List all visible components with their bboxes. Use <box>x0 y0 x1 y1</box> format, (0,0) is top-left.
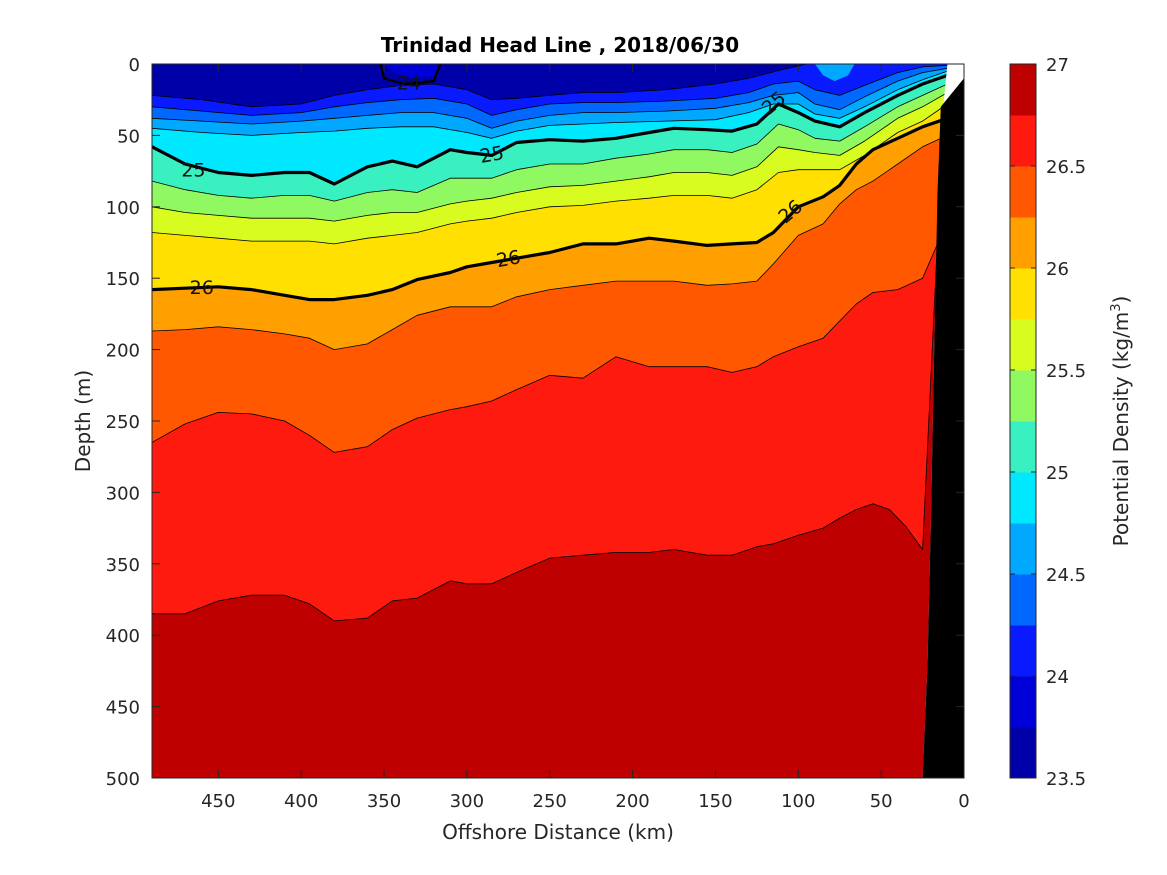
colorbar-segment <box>1010 472 1036 524</box>
y-tick-label: 500 <box>106 769 140 790</box>
y-tick-label: 250 <box>106 412 140 433</box>
x-tick-label: 400 <box>284 791 318 812</box>
colorbar-segment <box>1010 115 1036 167</box>
colorbar-label: Potential Density (kg/m3) <box>1109 296 1133 547</box>
contour-label: 25 <box>181 160 205 182</box>
colorbar: 23.5 24 24.5 25 25.5 26 26.5 27 <box>1009 55 1086 790</box>
colorbar-tick-label: 27 <box>1046 55 1069 76</box>
x-tick-label: 350 <box>367 791 401 812</box>
colorbar-segment <box>1010 676 1036 728</box>
colorbar-tick-label: 25.5 <box>1046 361 1086 382</box>
x-tick-label: 300 <box>450 791 484 812</box>
contour-line-24.5 <box>152 67 948 129</box>
seafloor-shape <box>922 64 964 778</box>
colorbar-segment <box>1010 421 1036 473</box>
contour-line-24.25 <box>152 65 948 116</box>
colorbar-frame <box>1009 63 1037 779</box>
band-eddy <box>814 64 855 82</box>
contour-label: 26 <box>190 277 214 299</box>
contour-line-26.25 <box>152 135 948 351</box>
x-tick-label: 200 <box>615 791 649 812</box>
y-tick-label: 0 <box>129 55 140 76</box>
contour-line-25 <box>152 73 948 186</box>
contour-line-24.75 <box>152 70 948 139</box>
colorbar-segment <box>1010 625 1036 677</box>
colorbar-segment <box>1010 64 1036 116</box>
y-tick-label: 350 <box>106 555 140 576</box>
contour-line-25.5 <box>152 92 948 222</box>
colorbar-segment <box>1010 574 1036 626</box>
colorbar-tick-label: 24.5 <box>1046 565 1086 586</box>
colorbar-segment <box>1010 319 1036 371</box>
colorbar-segment <box>1010 166 1036 218</box>
contour-label: 26 <box>495 246 523 272</box>
contour-line-26 <box>152 116 948 302</box>
colorbar-tick-label: 24 <box>1046 667 1069 688</box>
colorbar-segment <box>1010 268 1036 320</box>
contour-line-26.5 <box>152 220 948 453</box>
x-tick-label: 250 <box>533 791 567 812</box>
colorbar-tick-label: 26.5 <box>1046 157 1086 178</box>
y-axis: 0 50 100 150 200 250 300 350 400 450 500 <box>106 55 964 790</box>
contour-line-26.75 <box>152 192 948 622</box>
x-tick-label: 100 <box>781 791 815 812</box>
y-tick-label: 450 <box>106 698 140 719</box>
contour-label: 24 <box>397 73 421 95</box>
contour-lines <box>152 64 948 622</box>
contour-label: 25 <box>478 142 506 168</box>
colorbar-tick-label: 23.5 <box>1046 769 1086 790</box>
colorbar-tick-label: 25 <box>1046 463 1069 484</box>
y-tick-label: 50 <box>117 126 140 147</box>
x-tick-label: 150 <box>698 791 732 812</box>
x-axis-label: Offshore Distance (km) <box>442 820 674 844</box>
contour-line-24 <box>152 64 948 108</box>
y-tick-label: 300 <box>106 483 140 504</box>
contour-line-25.25 <box>152 83 948 202</box>
contour-line-25.75 <box>152 103 948 245</box>
x-tick-label: 50 <box>870 791 893 812</box>
y-axis-label: Depth (m) <box>71 370 95 472</box>
colorbar-tick-label: 26 <box>1046 259 1069 280</box>
y-tick-label: 200 <box>106 341 140 362</box>
x-tick-label: 0 <box>958 791 969 812</box>
colorbar-label-superscript: 3 <box>1109 303 1124 311</box>
contour-line-24-pocket <box>379 64 442 86</box>
y-tick-label: 400 <box>106 626 140 647</box>
seafloor-wedge <box>922 78 964 778</box>
colorbar-segment <box>1010 727 1036 779</box>
band-23.75-pocket <box>380 64 441 79</box>
colorbar-segment <box>1010 523 1036 575</box>
colorbar-segment <box>1010 217 1036 269</box>
colorbar-segment <box>1010 370 1036 422</box>
colorbar-label-end: ) <box>1109 296 1133 304</box>
y-tick-label: 100 <box>106 198 140 219</box>
band-26.75 <box>152 192 964 778</box>
x-axis: 450 400 350 300 250 200 150 100 50 0 <box>201 64 970 812</box>
y-tick-label: 150 <box>106 269 140 290</box>
chart-title: Trinidad Head Line , 2018/06/30 <box>381 33 739 57</box>
contour-bands <box>152 64 964 778</box>
x-tick-label: 450 <box>201 791 235 812</box>
